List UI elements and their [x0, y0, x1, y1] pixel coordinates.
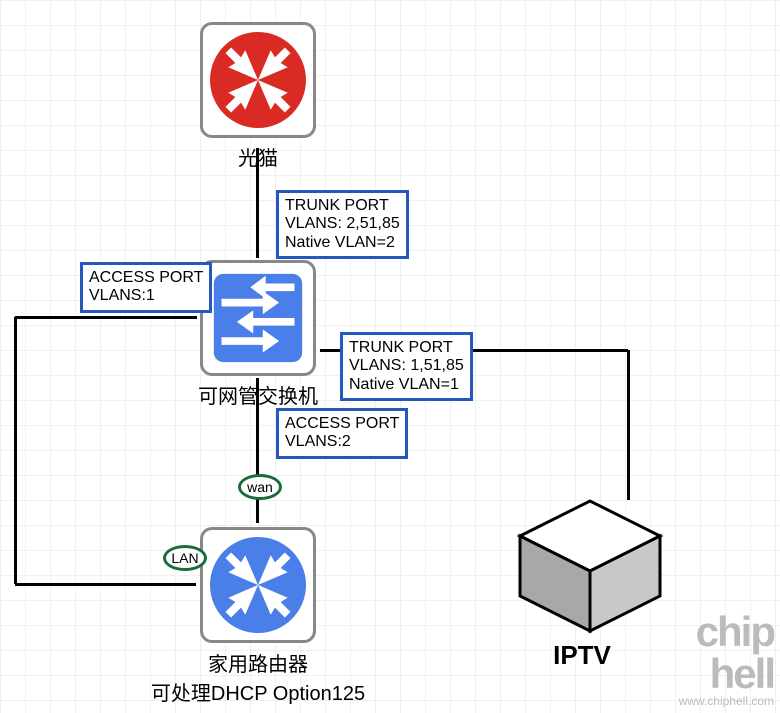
cube-icon: [500, 486, 680, 646]
edge: [14, 317, 17, 584]
router-icon: [208, 30, 308, 130]
node-iptv: [500, 486, 680, 646]
watermark: chiphell www.chiphell.com: [679, 611, 774, 707]
node-ont: [200, 22, 316, 138]
node-ont-label: 光猫: [108, 142, 408, 171]
port-label-access-down: ACCESS PORT VLANS:2: [276, 408, 408, 459]
switch-icon: [210, 270, 306, 366]
watermark-url: www.chiphell.com: [679, 695, 774, 707]
port-label-trunk-top: TRUNK PORT VLANS: 2,51,85 Native VLAN=2: [276, 190, 409, 259]
router-icon: [208, 535, 308, 635]
edge: [627, 350, 630, 500]
tag-wan: wan: [238, 474, 282, 500]
watermark-brand: chiphell: [679, 611, 774, 695]
node-router-label: 家用路由器 可处理DHCP Option125: [108, 648, 408, 706]
node-router: [200, 527, 316, 643]
port-label-access-left: ACCESS PORT VLANS:1: [80, 262, 212, 313]
tag-lan: LAN: [163, 545, 207, 571]
port-label-trunk-right: TRUNK PORT VLANS: 1,51,85 Native VLAN=1: [340, 332, 473, 401]
edge: [15, 316, 197, 319]
edge: [15, 583, 196, 586]
node-switch: [200, 260, 316, 376]
